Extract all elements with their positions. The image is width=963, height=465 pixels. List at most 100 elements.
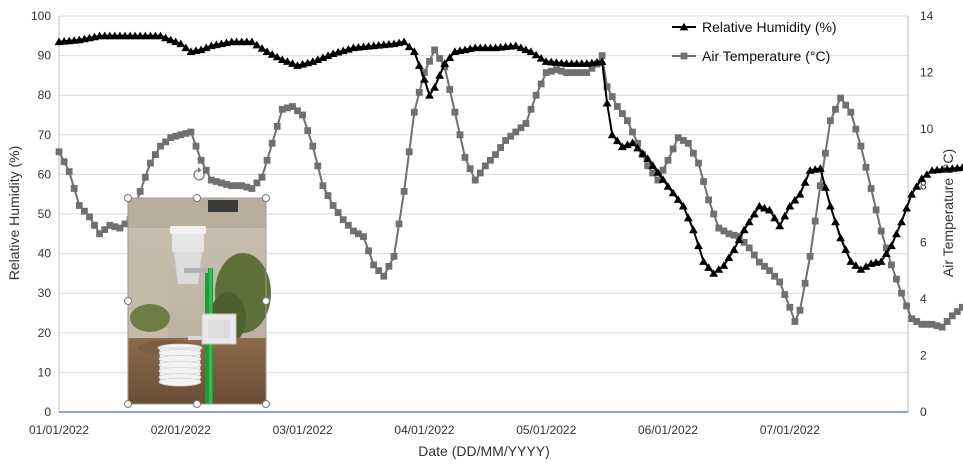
data-point-relative-humidity: [430, 83, 439, 91]
data-point-air-temperature: [55, 148, 63, 156]
data-point-air-temperature: [476, 169, 484, 177]
legend-item-air-temperature: Air Temperature (°C): [672, 48, 830, 64]
data-point-relative-humidity: [602, 98, 612, 107]
data-point-air-temperature: [695, 159, 702, 167]
data-point-air-temperature: [710, 210, 718, 218]
legend-marker-square: [680, 52, 688, 60]
data-point-air-temperature: [415, 89, 423, 96]
data-point-air-temperature: [60, 158, 68, 166]
y-right-tick-labels: 0 2 4 6 8 10 12 14: [920, 9, 934, 419]
data-point-air-temperature: [745, 244, 753, 252]
data-point-air-temperature: [806, 253, 814, 260]
data-point-air-temperature: [837, 94, 844, 102]
y-left-tick-label: 10: [38, 365, 52, 379]
resize-handle[interactable]: [124, 297, 132, 305]
data-point-air-temperature: [385, 262, 393, 270]
data-point-air-temperature: [65, 168, 73, 175]
data-point-air-temperature: [959, 303, 963, 311]
data-point-air-temperature: [400, 188, 408, 195]
y-right-tick-label: 0: [920, 405, 927, 419]
data-point-air-temperature: [456, 131, 464, 139]
data-point-relative-humidity: [689, 225, 698, 234]
data-point-air-temperature: [776, 278, 784, 286]
data-point-air-temperature: [319, 182, 327, 190]
data-point-air-temperature: [619, 110, 626, 117]
x-axis-title: Date (DD/MM/YYYY): [418, 443, 549, 459]
data-point-air-temperature: [705, 196, 712, 204]
rotate-handle-icon[interactable]: [193, 167, 205, 181]
y-left-tick-label: 40: [38, 247, 52, 261]
data-point-air-temperature: [258, 173, 266, 181]
y-right-tick-label: 4: [920, 292, 927, 306]
axes: [58, 16, 909, 413]
data-point-relative-humidity: [729, 245, 739, 253]
data-point-air-temperature: [426, 57, 433, 65]
data-point-air-temperature: [877, 227, 885, 235]
data-point-air-temperature: [187, 128, 195, 136]
resize-handle[interactable]: [262, 400, 270, 408]
resize-handle[interactable]: [193, 194, 201, 202]
data-point-air-temperature: [309, 142, 317, 150]
y-left-tick-label: 80: [38, 88, 52, 102]
resize-handle[interactable]: [262, 194, 270, 202]
data-point-air-temperature: [664, 156, 672, 164]
data-point-air-temperature: [431, 46, 438, 54]
data-point-relative-humidity: [902, 203, 911, 212]
y-left-tick-labels: 0 10 20 30 40 50 60 70 80 90 100: [31, 9, 51, 419]
resize-handle[interactable]: [193, 400, 201, 408]
weather-station-photo[interactable]: [128, 198, 271, 404]
y-left-tick-label: 100: [31, 9, 51, 23]
y-right-tick-label: 12: [920, 66, 934, 80]
data-point-air-temperature: [669, 145, 677, 153]
data-point-relative-humidity: [699, 257, 708, 265]
data-point-relative-humidity: [795, 190, 805, 198]
data-point-air-temperature: [268, 139, 276, 147]
data-point-air-temperature: [304, 127, 312, 134]
data-point-relative-humidity: [846, 257, 856, 265]
resize-handle[interactable]: [262, 297, 270, 305]
data-point-air-temperature: [152, 151, 159, 158]
data-point-air-temperature: [796, 306, 804, 314]
data-point-air-temperature: [91, 221, 98, 229]
photo-selection-frame[interactable]: [124, 167, 270, 408]
y-left-tick-label: 0: [44, 405, 51, 419]
x-tick-label: 01/01/2022: [29, 423, 89, 437]
data-point-air-temperature: [608, 93, 616, 100]
data-point-air-temperature: [690, 149, 697, 157]
y-left-tick-label: 90: [38, 49, 52, 63]
data-point-air-temperature: [380, 272, 388, 280]
resize-handle[interactable]: [124, 194, 132, 202]
y-left-tick-label: 70: [38, 128, 52, 142]
data-point-air-temperature: [786, 303, 794, 311]
data-point-air-temperature: [624, 117, 631, 125]
data-point-air-temperature: [147, 159, 154, 167]
data-point-air-temperature: [263, 156, 271, 164]
data-point-air-temperature: [314, 162, 322, 170]
legend-label-relative-humidity: Relative Humidity (%): [702, 19, 837, 35]
y-right-axis-title: Air Temperature (°C): [940, 149, 956, 277]
data-point-air-temperature: [395, 220, 403, 228]
data-point-relative-humidity: [836, 233, 845, 242]
data-point-air-temperature: [827, 117, 834, 125]
y-right-tick-label: 10: [920, 122, 934, 136]
data-point-air-temperature: [847, 108, 855, 116]
y-right-tick-label: 14: [920, 9, 934, 23]
data-point-air-temperature: [141, 173, 149, 181]
data-point-relative-humidity: [892, 229, 901, 238]
data-point-air-temperature: [390, 253, 398, 260]
resize-handle[interactable]: [124, 400, 132, 408]
data-point-air-temperature: [822, 149, 829, 157]
x-tick-label: 05/01/2022: [516, 423, 576, 437]
x-tick-label: 06/01/2022: [638, 423, 698, 437]
data-point-air-temperature: [466, 165, 474, 173]
data-point-air-temperature: [842, 101, 850, 109]
data-point-air-temperature: [629, 128, 636, 136]
x-tick-label: 03/01/2022: [273, 423, 333, 437]
data-point-air-temperature: [360, 233, 367, 240]
data-point-air-temperature: [888, 261, 895, 269]
series-air-temperature: [55, 46, 963, 331]
data-point-air-temperature: [405, 148, 413, 156]
data-point-air-temperature: [801, 279, 809, 287]
y-left-tick-label: 50: [38, 207, 52, 221]
